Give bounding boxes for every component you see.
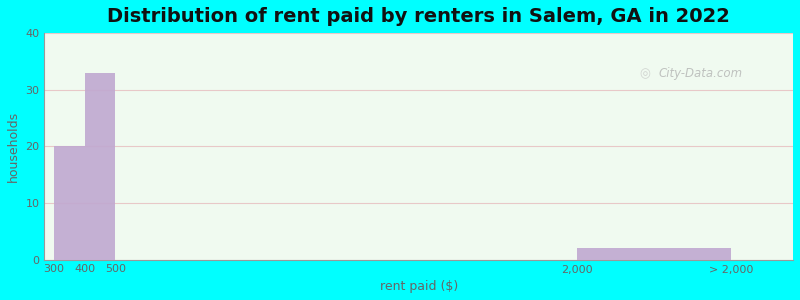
- Y-axis label: households: households: [7, 111, 20, 182]
- Bar: [85, 73, 115, 260]
- Title: Distribution of rent paid by renters in Salem, GA in 2022: Distribution of rent paid by renters in …: [107, 7, 730, 26]
- Bar: [578, 248, 731, 260]
- Bar: [54, 146, 85, 260]
- Text: City-Data.com: City-Data.com: [658, 67, 742, 80]
- X-axis label: rent paid ($): rent paid ($): [380, 280, 458, 293]
- Text: ◎: ◎: [639, 67, 650, 80]
